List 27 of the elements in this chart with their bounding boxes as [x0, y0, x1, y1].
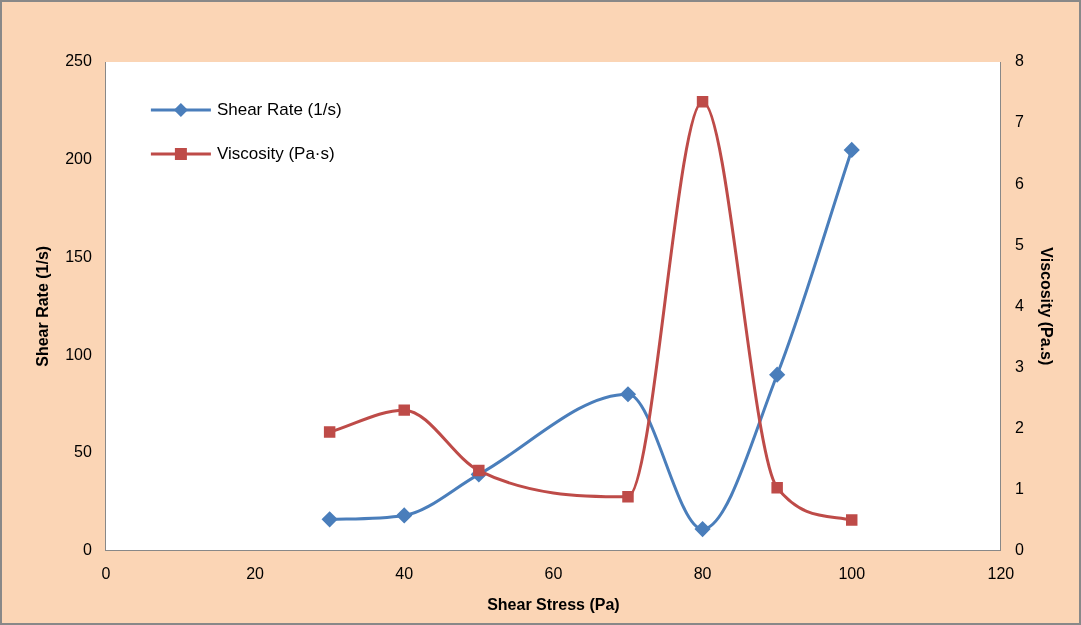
y-tick-label: 200	[65, 150, 92, 168]
y2-axis-title: Viscosity (Pa.s)	[1037, 247, 1055, 366]
x-tick-label: 80	[693, 564, 712, 582]
y2-tick-label: 1	[1014, 479, 1024, 497]
y-tick-label: 250	[65, 52, 92, 70]
x-tick-label: 60	[544, 564, 563, 582]
y2-tick-label: 3	[1014, 357, 1024, 375]
y-tick-label: 50	[74, 443, 92, 461]
y-tick-label: 150	[65, 247, 92, 265]
y2-tick-label: 8	[1014, 52, 1024, 70]
y2-tick-label: 0	[1014, 541, 1024, 559]
y2-tick-label: 7	[1014, 113, 1024, 131]
legend-label: Viscosity (Pa·s)	[216, 143, 335, 163]
x-tick-label: 40	[395, 564, 414, 582]
y-tick-label: 100	[65, 345, 92, 363]
x-tick-label: 120	[987, 564, 1015, 582]
y-axis-title: Shear Rate (1/s)	[34, 245, 52, 367]
y2-tick-label: 6	[1014, 174, 1024, 192]
y2-tick-label: 4	[1014, 296, 1024, 314]
x-axis-title: Shear Stress (Pa)	[487, 595, 620, 613]
x-tick-label: 20	[246, 564, 265, 582]
y2-tick-label: 2	[1014, 418, 1024, 436]
legend-label: Shear Rate (1/s)	[216, 99, 342, 119]
x-tick-label: 100	[838, 564, 866, 582]
y2-tick-label: 5	[1014, 235, 1024, 253]
y-tick-label: 0	[82, 541, 92, 559]
x-tick-label: 0	[101, 564, 111, 582]
